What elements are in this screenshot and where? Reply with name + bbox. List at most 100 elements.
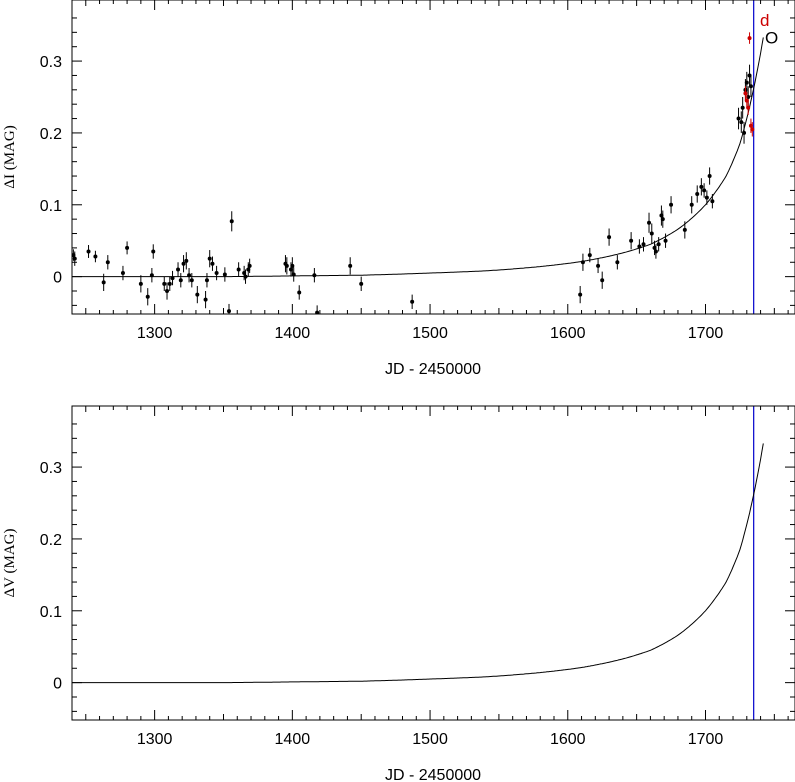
top-data-point: [162, 281, 167, 286]
bottom-y-tick-label: 0.3: [40, 460, 62, 477]
top-data-point: [189, 278, 194, 283]
top-model-curve: [72, 37, 764, 278]
top-data-point: [742, 130, 747, 135]
top-x-tick-label: 1700: [688, 325, 724, 342]
top-data-point: [682, 227, 687, 232]
top-data-point: [291, 272, 296, 277]
top-data-point: [72, 256, 77, 261]
top-data-point: [315, 310, 320, 314]
annotation-o-label: O: [765, 28, 778, 47]
top-data-point: [649, 231, 654, 236]
bottom-x-tick-label: 1700: [688, 731, 724, 748]
annotation-d-label: d: [760, 11, 769, 30]
top-data-point: [641, 242, 646, 247]
top-data-point: [170, 276, 175, 281]
top-data-point: [243, 274, 248, 279]
top-data-point: [629, 238, 634, 243]
bottom-tick-labels: 1300 1400 1500 1600 1700 0 0.1 0.2 0.3: [40, 460, 724, 748]
top-plot-area: [72, 0, 764, 318]
top-data-point: [203, 297, 208, 302]
top-data-point: [615, 260, 620, 265]
top-data-point: [178, 278, 183, 283]
top-y-tick-label: 0.1: [40, 198, 62, 215]
top-data-point: [580, 260, 585, 265]
top-data-point: [101, 280, 106, 285]
top-data-point: [695, 192, 700, 197]
top-y-tick-label: 0.3: [40, 54, 62, 71]
top-data-point: [637, 244, 642, 249]
top-data-point: [373, 314, 377, 318]
top-y-axis-label: ΔI (MAG): [2, 125, 18, 188]
bottom-x-axis-label: JD - 2450000: [385, 767, 481, 782]
top-data-point: [210, 261, 215, 266]
top-data-point: [596, 263, 601, 268]
bottom-x-tick-label: 1500: [412, 731, 448, 748]
bottom-axis-ticks: [72, 406, 795, 720]
top-data-point: [247, 263, 252, 268]
top-data-point: [740, 105, 745, 110]
top-tick-labels: 1300 1400 1500 1600 1700 0 0.1 0.2 0.3: [40, 54, 724, 342]
top-data-point: [702, 188, 707, 193]
top-data-point: [204, 278, 209, 283]
bottom-x-tick-label: 1400: [275, 731, 311, 748]
top-red-data-point: [750, 127, 755, 132]
top-panel: 1300 1400 1500 1600 1700 0 0.1 0.2 0.3 JD - 2450…: [2, 0, 795, 378]
top-data-point: [578, 292, 583, 297]
top-data-point: [707, 174, 712, 179]
top-data-point: [359, 281, 364, 286]
top-data-point: [689, 202, 694, 207]
top-data-point: [663, 238, 668, 243]
top-data-point: [607, 235, 612, 240]
bottom-plot-frame: [71, 405, 795, 721]
bottom-y-tick-label: 0.1: [40, 604, 62, 621]
top-data-point: [704, 195, 709, 200]
top-data-point: [151, 249, 156, 254]
top-red-data-point: [746, 105, 751, 110]
top-data-point: [669, 202, 674, 207]
top-data-point: [739, 120, 744, 125]
top-data-point: [149, 273, 154, 278]
top-data-point: [167, 281, 172, 286]
top-axis-ticks: [72, 0, 795, 314]
top-x-tick-label: 1600: [550, 325, 586, 342]
top-data-point: [176, 267, 181, 272]
top-data-point: [647, 220, 652, 225]
top-data-point: [125, 245, 130, 250]
top-data-point: [214, 271, 219, 276]
bottom-y-tick-label: 0.2: [40, 532, 62, 549]
top-data-point: [145, 294, 150, 299]
top-data-point: [410, 299, 415, 304]
top-data-point: [226, 309, 231, 314]
top-data-point: [105, 260, 110, 265]
top-x-tick-label: 1300: [137, 325, 173, 342]
top-data-point: [93, 254, 98, 259]
top-data-point: [120, 271, 125, 276]
top-data-point: [207, 256, 212, 261]
top-data-point: [184, 258, 189, 263]
top-data-point: [86, 249, 91, 254]
top-data-point: [660, 217, 665, 222]
top-data-point: [312, 273, 317, 278]
top-data-point: [653, 249, 658, 254]
bottom-plot-area: [72, 406, 764, 720]
top-data-point: [297, 290, 302, 295]
top-y-tick-label: 0.2: [40, 126, 62, 143]
top-data-point: [165, 289, 170, 294]
top-data-point: [736, 116, 741, 121]
top-data-point: [699, 184, 704, 189]
top-data-point: [229, 219, 234, 224]
top-plot-frame: [71, 0, 795, 315]
top-data-point: [181, 261, 186, 266]
bottom-x-tick-label: 1300: [137, 731, 173, 748]
top-y-tick-label: 0: [53, 270, 62, 287]
bottom-y-tick-label: 0: [53, 676, 62, 693]
top-data-point: [600, 278, 605, 283]
bottom-y-axis-label: ΔV (MAG): [2, 529, 18, 598]
top-data-point: [236, 267, 241, 272]
bottom-model-curve: [72, 443, 764, 684]
top-data-point: [656, 242, 661, 247]
top-data-point: [138, 281, 143, 286]
top-x-axis-label: JD - 2450000: [385, 361, 481, 378]
bottom-x-tick-label: 1600: [550, 731, 586, 748]
